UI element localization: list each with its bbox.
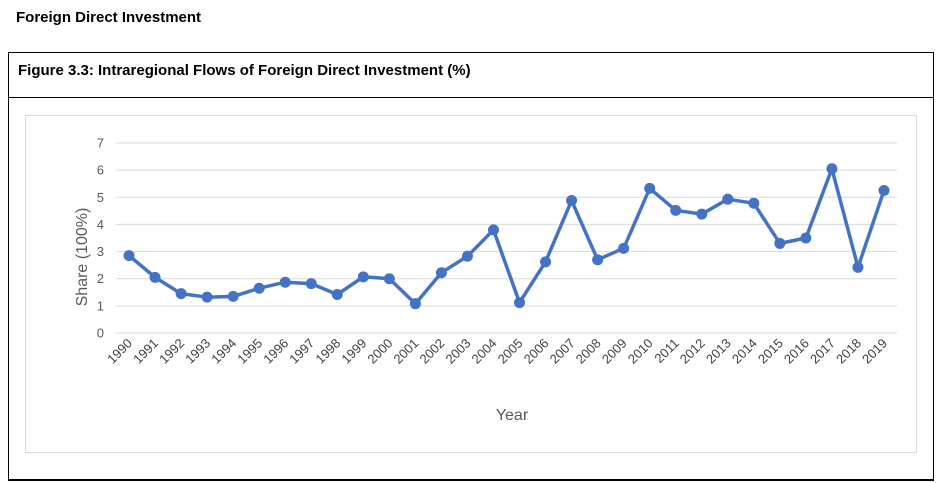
x-tick-label: 1998 bbox=[312, 336, 343, 367]
data-point bbox=[618, 242, 630, 254]
x-tick-label: 2008 bbox=[573, 336, 604, 367]
x-tick-label: 1996 bbox=[260, 336, 291, 367]
x-tick-label: 2012 bbox=[677, 336, 708, 367]
x-tick-labels: 1990199119921993199419951996199719981999… bbox=[104, 336, 890, 367]
x-tick-label: 2000 bbox=[364, 336, 395, 367]
y-tick-labels: 0 1 2 3 4 5 6 7 bbox=[97, 136, 104, 341]
x-tick-label: 1991 bbox=[130, 336, 161, 367]
bottom-rule bbox=[8, 480, 934, 481]
x-tick-label: 1999 bbox=[338, 336, 369, 367]
x-tick-label: 2007 bbox=[547, 336, 578, 367]
x-tick-label: 2002 bbox=[416, 336, 447, 367]
y-tick-label: 5 bbox=[97, 190, 104, 205]
x-tick-label: 2006 bbox=[521, 336, 552, 367]
data-point bbox=[123, 250, 135, 262]
x-tick-label: 2005 bbox=[495, 336, 526, 367]
data-point bbox=[357, 271, 369, 283]
x-tick-label: 2009 bbox=[599, 336, 630, 367]
x-tick-label: 2003 bbox=[443, 336, 474, 367]
figure-title: Figure 3.3: Intraregional Flows of Forei… bbox=[18, 62, 471, 79]
y-tick-label: 1 bbox=[97, 298, 104, 313]
data-point bbox=[487, 224, 499, 236]
section-heading: Foreign Direct Investment bbox=[16, 9, 202, 26]
y-tick-label: 7 bbox=[97, 136, 104, 151]
data-point bbox=[253, 282, 265, 294]
x-tick-label: 2019 bbox=[859, 336, 890, 367]
data-point bbox=[800, 232, 812, 244]
data-point bbox=[540, 256, 552, 268]
data-point bbox=[383, 273, 395, 285]
x-tick-label: 1990 bbox=[104, 336, 135, 367]
y-tick-label: 2 bbox=[97, 271, 104, 286]
x-tick-label: 1992 bbox=[156, 336, 187, 367]
y-tick-label: 0 bbox=[97, 326, 104, 341]
x-tick-label: 2017 bbox=[807, 336, 838, 367]
y-tick-label: 3 bbox=[97, 244, 104, 259]
data-point bbox=[826, 163, 838, 175]
data-point bbox=[201, 291, 213, 303]
data-point bbox=[514, 297, 526, 309]
y-tick-label: 4 bbox=[97, 217, 104, 232]
data-point bbox=[149, 271, 161, 283]
data-point bbox=[461, 250, 473, 262]
data-point bbox=[409, 298, 421, 310]
data-point bbox=[592, 254, 604, 266]
data-point bbox=[670, 204, 682, 216]
x-tick-label: 2016 bbox=[781, 336, 812, 367]
y-tick-label: 6 bbox=[97, 163, 104, 178]
data-point bbox=[175, 288, 187, 300]
x-tick-label: 2018 bbox=[833, 336, 864, 367]
data-point bbox=[748, 197, 760, 209]
data-point bbox=[774, 237, 786, 249]
data-point bbox=[852, 261, 864, 273]
x-tick-label: 2011 bbox=[651, 336, 681, 366]
x-tick-label: 2004 bbox=[469, 336, 500, 367]
series-line bbox=[127, 167, 886, 306]
x-tick-label: 1993 bbox=[182, 336, 213, 367]
x-tick-label: 2015 bbox=[755, 336, 786, 367]
x-tick-label: 2001 bbox=[390, 336, 421, 367]
data-point bbox=[878, 185, 890, 196]
data-point bbox=[305, 278, 317, 290]
figure-box: Figure 3.3: Intraregional Flows of Forei… bbox=[8, 52, 934, 480]
data-point bbox=[331, 288, 343, 300]
x-axis-title: Year bbox=[496, 407, 529, 424]
data-point bbox=[696, 208, 708, 220]
data-point bbox=[644, 182, 656, 194]
gridlines bbox=[116, 142, 897, 334]
series-layer bbox=[123, 163, 890, 310]
x-tick-label: 2010 bbox=[625, 336, 656, 367]
x-tick-label: 1994 bbox=[208, 336, 239, 367]
data-point bbox=[722, 193, 734, 205]
x-tick-label: 2013 bbox=[703, 336, 734, 367]
data-point bbox=[227, 290, 239, 302]
data-point bbox=[279, 276, 291, 288]
y-axis-title: Share (100%) bbox=[74, 208, 91, 307]
data-point bbox=[435, 267, 447, 279]
data-point bbox=[566, 195, 578, 207]
x-tick-label: 2014 bbox=[729, 336, 760, 367]
figure-title-row: Figure 3.3: Intraregional Flows of Forei… bbox=[9, 53, 933, 98]
x-tick-label: 1995 bbox=[234, 336, 265, 367]
x-tick-label: 1997 bbox=[286, 336, 317, 367]
